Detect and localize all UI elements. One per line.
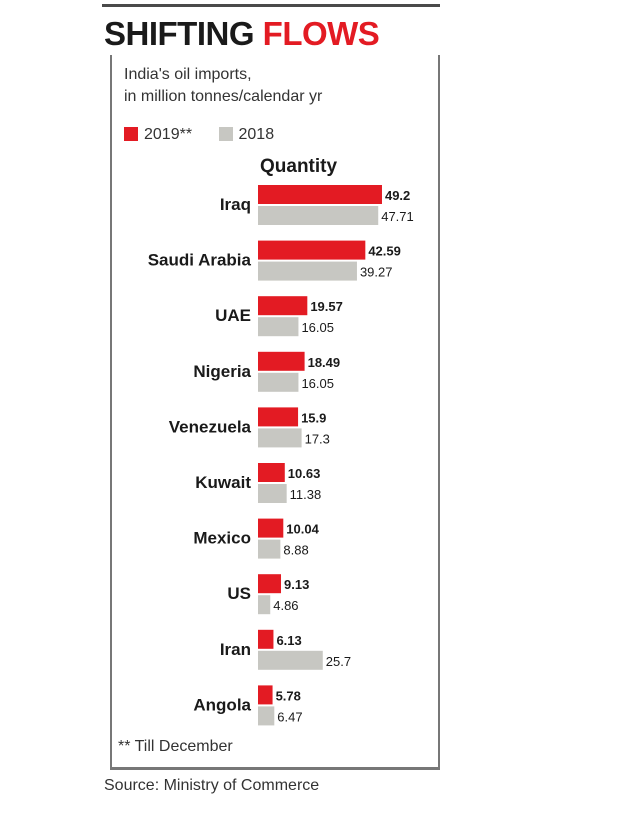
bar-iran-2018 <box>258 650 323 670</box>
value-label-angola-2018: 6.47 <box>277 709 302 724</box>
bar-nigeria-2019- <box>258 351 305 371</box>
subtitle-line-2: in million tonnes/calendar yr <box>124 88 323 105</box>
legend-item-2019: 2019** <box>124 126 192 143</box>
category-label-venezuela: Venezuela <box>169 417 252 436</box>
value-label-venezuela-2018: 17.3 <box>305 431 330 446</box>
bar-venezuela-2018 <box>258 428 302 448</box>
value-label-iraq-2019-: 49.2 <box>385 188 410 203</box>
value-label-uae-2019-: 19.57 <box>310 299 343 314</box>
legend-swatch-2018 <box>218 127 233 141</box>
value-label-mexico-2019-: 10.04 <box>286 522 319 537</box>
legend-label-2019: 2019** <box>144 126 193 143</box>
category-label-iraq: Iraq <box>220 195 251 214</box>
source-line: Source: Ministry of Commerce <box>104 777 320 794</box>
value-label-venezuela-2019-: 15.9 <box>301 410 326 425</box>
bar-venezuela-2019- <box>258 407 299 427</box>
category-label-kuwait: Kuwait <box>195 473 251 492</box>
value-label-us-2018: 4.86 <box>273 598 298 613</box>
bar-us-2018 <box>258 595 271 615</box>
bar-angola-2018 <box>258 706 275 726</box>
category-label-mexico: Mexico <box>193 529 251 548</box>
category-label-angola: Angola <box>193 695 251 714</box>
chart-title: Quantity <box>260 156 338 177</box>
bar-iraq-2019- <box>258 185 382 204</box>
value-label-us-2019-: 9.13 <box>284 577 309 592</box>
headline-word-2: FLOWS <box>262 15 380 52</box>
bar-iran-2019- <box>258 629 274 649</box>
category-label-iran: Iran <box>220 640 251 659</box>
category-label-nigeria: Nigeria <box>193 362 251 381</box>
bar-nigeria-2018 <box>258 372 299 392</box>
subtitle-line-1: India's oil imports, <box>124 66 252 83</box>
value-label-uae-2018: 16.05 <box>301 320 334 335</box>
value-label-kuwait-2018: 11.38 <box>290 487 322 502</box>
value-label-angola-2019-: 5.78 <box>276 688 301 703</box>
bar-uae-2019- <box>258 296 308 316</box>
bar-saudi-arabia-2019- <box>258 240 366 260</box>
value-label-iraq-2018: 47.71 <box>381 209 414 224</box>
bar-iraq-2018 <box>258 206 379 225</box>
top-rule <box>102 4 440 7</box>
chart-frame <box>110 55 440 770</box>
bar-mexico-2019- <box>258 518 284 538</box>
subtitle: India's oil imports, in million tonnes/c… <box>124 64 322 108</box>
value-label-nigeria-2018: 16.05 <box>301 376 334 391</box>
headline: SHIFTING FLOWS <box>104 15 380 52</box>
bar-us-2019- <box>258 574 282 594</box>
value-label-nigeria-2019-: 18.49 <box>308 355 341 370</box>
category-label-us: US <box>227 584 251 603</box>
bar-kuwait-2018 <box>258 484 287 503</box>
bar-saudi-arabia-2018 <box>258 261 357 281</box>
bar-kuwait-2019- <box>258 463 285 482</box>
bar-uae-2018 <box>258 317 299 337</box>
value-label-saudi-arabia-2018: 39.27 <box>360 265 393 280</box>
value-label-kuwait-2019-: 10.63 <box>288 466 321 481</box>
value-label-mexico-2018: 8.88 <box>283 543 308 558</box>
value-label-iran-2019-: 6.13 <box>276 633 301 648</box>
legend-swatch-2019 <box>124 127 138 141</box>
bar-angola-2019- <box>258 685 273 705</box>
category-label-saudi-arabia: Saudi Arabia <box>148 251 252 270</box>
legend-label-2018: 2018 <box>238 126 275 143</box>
headline-word-1: SHIFTING <box>104 15 255 52</box>
legend: 2019** 2018 <box>124 125 296 145</box>
legend-item-2018: 2018 <box>218 126 275 143</box>
value-label-saudi-arabia-2019-: 42.59 <box>368 244 401 259</box>
footnote: ** Till December <box>118 738 233 755</box>
value-label-iran-2018: 25.7 <box>326 654 351 669</box>
bar-mexico-2018 <box>258 539 281 559</box>
category-label-uae: UAE <box>215 306 251 325</box>
